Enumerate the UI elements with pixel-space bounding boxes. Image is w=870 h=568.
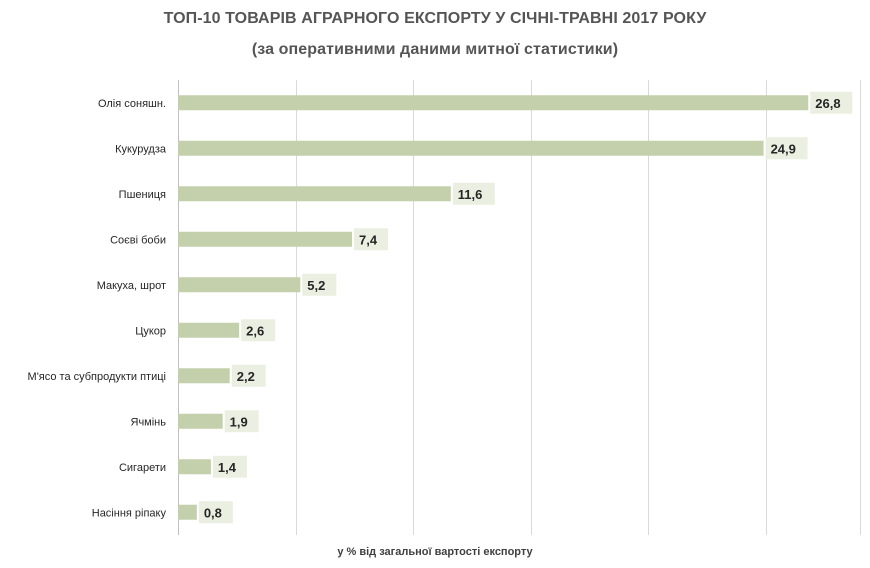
data-label-background [302,273,337,296]
category-label: Кукурудза [115,143,167,155]
data-label: 7,4 [359,232,378,247]
category-label: М'ясо та субпродукти птиці [28,371,166,383]
data-label-background [354,228,389,251]
category-label: Соєві боби [110,234,166,246]
bar [178,322,240,338]
bar [178,277,301,293]
x-axis-label: у % від загальної вартості експорту [337,546,533,558]
bar [178,504,197,520]
category-label: Сигарети [119,462,166,474]
bar [178,368,230,384]
data-label-background [231,364,266,387]
data-label-background [765,137,808,160]
data-label: 1,9 [230,414,248,429]
data-label: 26,8 [815,96,840,111]
bar [178,459,211,475]
category-label: Макуха, шрот [97,280,166,292]
category-label: Пшениця [119,189,166,201]
category-label: Олія соняшн. [98,98,166,110]
data-label-background [452,182,495,205]
category-label: Цукор [135,325,166,337]
data-label: 1,4 [218,460,237,475]
bar [178,231,353,247]
data-label: 0,8 [204,505,222,520]
chart-title: ТОП-10 ТОВАРІВ АГРАРНОГО ЕКСПОРТУ У СІЧН… [163,10,707,27]
bar [178,413,223,429]
category-label: Насіння ріпаку [92,507,167,519]
bar [178,140,764,156]
bar [178,95,809,111]
data-label-background [224,410,259,433]
bar [178,186,451,202]
data-label: 11,6 [458,187,483,202]
chart-subtitle: (за оперативними даними митної статистик… [251,41,619,58]
category-label: Ячмінь [131,416,167,428]
data-label-background [212,455,247,478]
data-label-background [810,91,853,114]
data-label: 2,2 [237,369,255,384]
data-label-background [198,501,233,524]
data-label: 24,9 [771,141,796,156]
data-label-background [241,319,276,342]
data-label: 5,2 [307,278,325,293]
data-label: 2,6 [246,323,264,338]
